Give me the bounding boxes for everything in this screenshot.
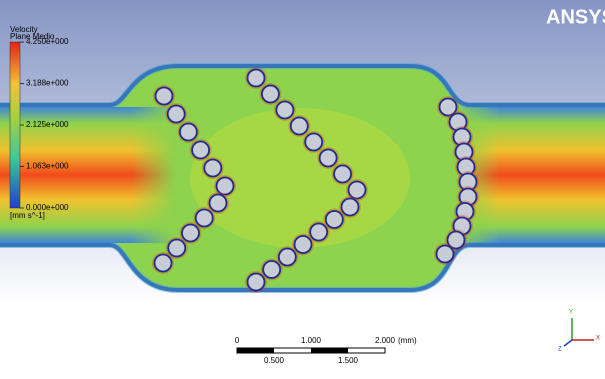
post [210, 195, 227, 212]
color-bar [10, 42, 20, 208]
post [168, 240, 185, 257]
post [196, 210, 213, 227]
post [310, 224, 327, 241]
post [305, 134, 322, 151]
post [326, 211, 343, 228]
post [180, 124, 197, 141]
post [263, 261, 280, 278]
triad-label: X [596, 336, 600, 342]
post [168, 106, 185, 123]
post [279, 249, 296, 266]
scale-label: 0.500 [264, 356, 285, 365]
post [248, 274, 265, 291]
scale-bar-segment [311, 348, 348, 353]
screenshot: ANSYS Velocity Plane Medio 4.250e+0003.1… [0, 0, 605, 379]
scale-label: 1.000 [301, 336, 322, 345]
post [295, 236, 312, 253]
post [204, 160, 221, 177]
post [217, 178, 234, 195]
post [349, 182, 366, 199]
post [334, 166, 351, 183]
legend-unit: [mm s^-1] [10, 211, 45, 220]
post [182, 225, 199, 242]
post [156, 88, 173, 105]
legend-tick-label: 2.125e+000 [26, 120, 69, 129]
post [248, 70, 265, 87]
legend-tick-label: 3.188e+000 [26, 79, 69, 88]
legend-tick-label: 1.063e+000 [26, 162, 69, 171]
scale-label: 1.500 [338, 356, 359, 365]
post [320, 150, 337, 167]
post [192, 142, 209, 159]
scale-unit: (mm) [398, 336, 417, 345]
post [342, 199, 359, 216]
post [276, 102, 293, 119]
logo: ANSYS [546, 6, 605, 28]
triad-label: Y [569, 310, 573, 316]
scale-label: 0 [235, 336, 240, 345]
scale-label: 2.000 [375, 336, 396, 345]
legend-tick-label: 4.250e+000 [26, 37, 69, 46]
triad-label: Z [558, 347, 562, 353]
post [262, 86, 279, 103]
post [155, 255, 172, 272]
post [437, 246, 454, 263]
post [291, 118, 308, 135]
outlet-jet [455, 107, 605, 243]
scale-bar-segment [237, 348, 274, 353]
